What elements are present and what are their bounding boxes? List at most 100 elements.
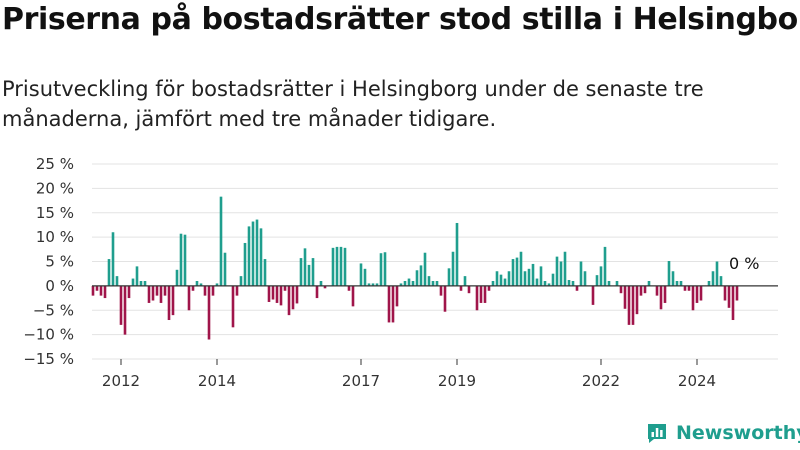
bar: [539, 266, 543, 286]
bar: [255, 219, 259, 286]
bar: [623, 285, 627, 309]
bar: [699, 285, 703, 301]
bar: [131, 278, 135, 286]
bar: [391, 285, 395, 323]
bar: [91, 285, 95, 296]
y-tick-label: 5 %: [45, 253, 74, 271]
x-axis-labels: 2012 2014 2017 2019 2022 2024: [102, 372, 716, 390]
bar: [215, 283, 219, 286]
bar: [591, 285, 595, 305]
bar: [111, 232, 115, 286]
bar: [535, 278, 539, 286]
bar: [399, 283, 403, 286]
bar: [635, 285, 639, 315]
x-tick-label: 2014: [198, 372, 236, 390]
bar: [363, 268, 367, 286]
bar: [191, 285, 195, 291]
bar: [511, 259, 515, 286]
bar: [275, 285, 279, 303]
y-tick-label: −5 %: [33, 301, 74, 319]
bar: [483, 285, 487, 303]
bar: [551, 273, 555, 286]
bar: [547, 283, 551, 286]
bar: [303, 248, 307, 286]
bar: [195, 281, 199, 286]
bar: [147, 285, 151, 303]
y-tick-label: 20 %: [36, 179, 74, 197]
bar: [663, 285, 667, 303]
bar: [427, 276, 431, 286]
y-tick-label: 10 %: [36, 228, 74, 246]
bar: [307, 264, 311, 286]
y-tick-label: −15 %: [23, 350, 74, 368]
bar: [115, 276, 119, 286]
bar: [555, 256, 559, 286]
bars: [91, 196, 739, 340]
y-tick-label: 15 %: [36, 204, 74, 222]
bar: [163, 285, 167, 296]
bar: [211, 285, 215, 296]
chart-title: Priserna på bostadsrätter stod stilla i …: [2, 2, 800, 37]
bar: [331, 247, 335, 286]
bar: [671, 271, 675, 286]
bar: [439, 285, 443, 296]
chart-subtitle: Prisutveckling för bostadsrätter i Helsi…: [2, 77, 704, 131]
latest-value-label: 0 %: [729, 254, 759, 273]
y-axis-labels: 25 % 20 % 15 % 10 % 5 % 0 % −5 % −10 % −15 %: [23, 155, 74, 368]
bar: [447, 268, 451, 286]
bar: [239, 276, 243, 286]
bar: [315, 285, 319, 299]
bar: [527, 268, 531, 286]
bar: [291, 285, 295, 310]
bar: [595, 275, 599, 286]
bar: [267, 285, 271, 302]
bar: [607, 281, 611, 286]
bar: [155, 285, 159, 296]
bar: [531, 263, 535, 286]
bar: [351, 285, 355, 307]
bar: [379, 253, 383, 286]
bar: [139, 281, 143, 286]
bar: [339, 246, 343, 286]
bar: [283, 285, 287, 291]
bar: [171, 285, 175, 316]
bar: [499, 274, 503, 286]
bar: [723, 285, 727, 301]
bar: [563, 251, 567, 286]
bar: [183, 234, 187, 286]
bar: [707, 281, 711, 286]
bar: [715, 261, 719, 286]
bar: [235, 285, 239, 296]
bar: [443, 285, 447, 312]
bar: [375, 283, 379, 286]
bar: [335, 246, 339, 286]
bar: [559, 261, 563, 286]
bar: [411, 281, 415, 286]
bar: [247, 226, 251, 286]
bar: [159, 285, 163, 303]
bar: [419, 265, 423, 286]
bar: [687, 285, 691, 291]
bar: [347, 285, 351, 291]
bar: [631, 285, 635, 325]
y-tick-label: −10 %: [23, 326, 74, 344]
bar: [219, 196, 223, 286]
bar: [407, 278, 411, 286]
bar: [619, 285, 623, 294]
bar: [403, 281, 407, 286]
bar: [647, 281, 651, 286]
bar: [343, 247, 347, 286]
brand-name: Newsworthy: [676, 422, 800, 444]
bar: [719, 276, 723, 286]
bar: [423, 252, 427, 286]
bar: [679, 281, 683, 286]
bar: [383, 252, 387, 286]
newsworthy-brand: Newsworthy: [646, 420, 800, 446]
bar: [135, 266, 139, 286]
bar: [691, 285, 695, 311]
bar: [243, 242, 247, 286]
bar: [319, 281, 323, 286]
x-tick-label: 2019: [438, 372, 476, 390]
bar: [151, 285, 155, 301]
